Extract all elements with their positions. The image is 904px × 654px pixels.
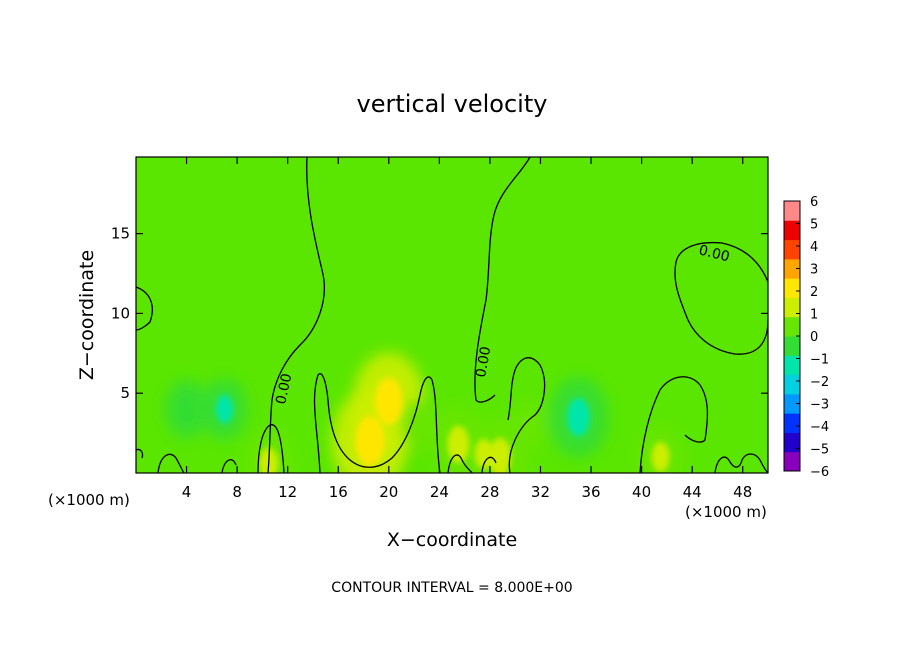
- contour-line: [157, 453, 185, 473]
- contour-label: 0.00: [697, 242, 731, 265]
- x-tick-label: 4: [182, 483, 192, 501]
- contour-labels: 0.00 0.00 0.00: [273, 242, 731, 405]
- colorbar-swatch: [784, 374, 800, 395]
- x-tick-label: 24: [430, 483, 449, 501]
- x-tick-label: 8: [232, 483, 242, 501]
- colorbar-tick-label: 5: [810, 218, 818, 233]
- contour-line: [136, 286, 153, 331]
- contour-line: [257, 424, 285, 473]
- y-axis-ticks: 5 10 15: [111, 225, 768, 402]
- colorbar-swatch: [784, 239, 800, 260]
- colorbar-tick-label: 0: [810, 330, 818, 345]
- colorbar-tick-label: 6: [810, 195, 818, 210]
- colorbar-swatch: [784, 220, 800, 241]
- x-tick-label: 20: [379, 483, 398, 501]
- contour-line: [507, 357, 546, 473]
- field-core: [567, 397, 590, 437]
- x-tick-label: 28: [480, 483, 499, 501]
- colorbar-swatch: [784, 336, 800, 356]
- contour-line: [639, 376, 709, 473]
- contour-label: 0.00: [473, 345, 494, 378]
- field-core: [375, 377, 403, 425]
- colorbar-swatch: [784, 201, 800, 221]
- field-core: [520, 413, 535, 437]
- field-core: [488, 437, 512, 473]
- contour-line: [474, 157, 531, 403]
- colorbar-swatch: [784, 297, 800, 318]
- x-unit-right: (×1000 m): [685, 503, 767, 521]
- colorbar-tick-label: 3: [810, 263, 818, 278]
- colorbar-swatch: [784, 432, 800, 453]
- y-tick-label: 5: [120, 384, 130, 402]
- field-core: [447, 425, 470, 463]
- contour-line: [714, 453, 768, 473]
- field-core: [215, 394, 234, 424]
- contour-line: [136, 448, 144, 459]
- colorbar-tick-label: −3: [810, 398, 829, 413]
- contour-line: [313, 373, 441, 473]
- field-core: [413, 412, 428, 438]
- field-core: [474, 438, 493, 469]
- plot-area: 0.00 0.00 0.00 4 8 12 16 20 24 28 32 36 40 44 48 51…: [111, 156, 769, 501]
- x-tick-label: 44: [683, 483, 702, 501]
- colorbar-tick-label: −6: [810, 465, 829, 480]
- colorbar-tick-label: −2: [810, 375, 829, 390]
- colorbar-swatch: [784, 413, 800, 433]
- colorbar-tick-label: 2: [810, 285, 818, 300]
- x-unit-left: (×1000 m): [48, 491, 130, 509]
- colorbar-swatch: [784, 278, 800, 298]
- y-axis-label: Z−coordinate: [76, 250, 98, 380]
- chart-title: vertical velocity: [357, 90, 548, 118]
- colorbar-swatch: [784, 393, 800, 414]
- colorbar-swatch: [784, 258, 800, 279]
- contour-line: [481, 456, 497, 473]
- field-core: [178, 395, 195, 423]
- colorbar: 6 5 4 3 2 1 0 −1 −2 −3 −4 −5 −6: [783, 195, 829, 480]
- x-tick-label: 16: [329, 483, 348, 501]
- x-tick-label: 32: [531, 483, 550, 501]
- colorbar-swatch: [784, 316, 800, 337]
- colorbar-tick-label: −1: [810, 353, 829, 368]
- x-tick-label: 48: [733, 483, 752, 501]
- field-core: [355, 416, 385, 466]
- contour-line: [674, 241, 768, 355]
- x-tick-label: 40: [632, 483, 651, 501]
- x-tick-label: 36: [581, 483, 600, 501]
- plot-frame: [135, 156, 769, 474]
- contour-line: [267, 157, 325, 473]
- y-tick-label: 10: [111, 304, 130, 322]
- y-tick-label: 15: [111, 225, 130, 243]
- x-axis-ticks: 4 8 12 16 20 24 28 32 36 40 44 48: [182, 157, 752, 501]
- zero-contours: [136, 157, 768, 473]
- field-core: [651, 442, 670, 473]
- colorbar-swatch: [784, 451, 800, 472]
- contour-label: 0.00: [273, 372, 295, 406]
- x-axis-label: X−coordinate: [387, 529, 517, 551]
- contour-interval-note: CONTOUR INTERVAL = 8.000E+00: [331, 580, 572, 596]
- field-core-layer: [178, 377, 670, 473]
- colorbar-tick-label: −4: [810, 420, 829, 435]
- x-tick-label: 12: [278, 483, 297, 501]
- colorbar-tick-label: 1: [810, 308, 818, 323]
- colorbar-tick-label: 4: [810, 240, 818, 255]
- colorbar-tick-label: −5: [810, 443, 829, 458]
- contour-line: [221, 459, 237, 473]
- colorbar-swatch: [784, 355, 800, 376]
- contour-line: [447, 454, 473, 473]
